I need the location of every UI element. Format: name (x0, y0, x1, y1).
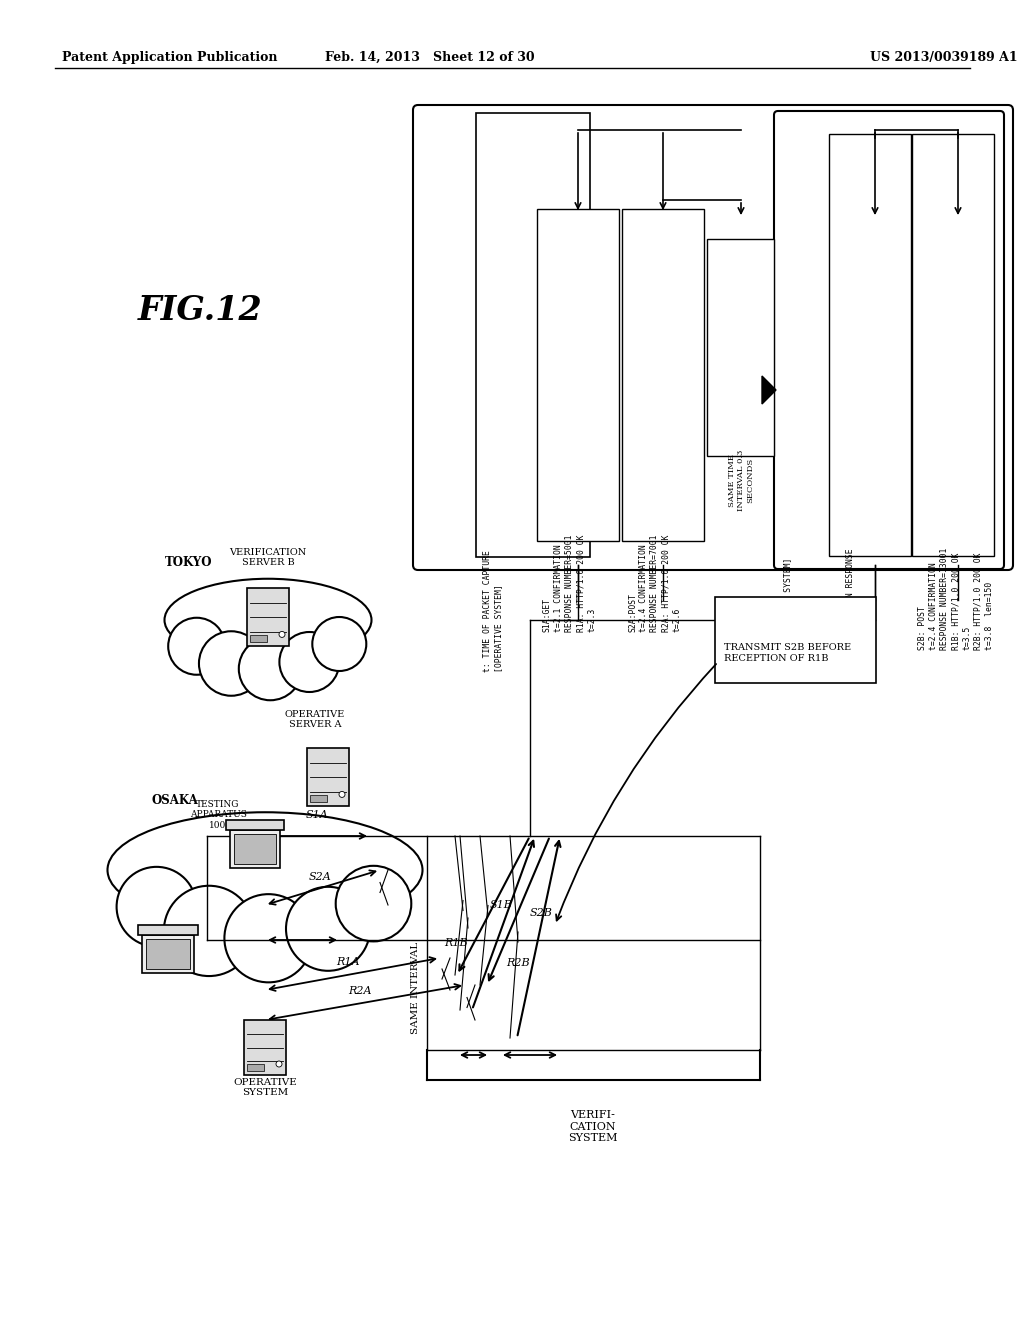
FancyBboxPatch shape (234, 834, 276, 865)
Ellipse shape (108, 812, 423, 928)
FancyBboxPatch shape (138, 925, 198, 935)
Circle shape (168, 618, 225, 675)
Text: OPERATIVE
SERVER A: OPERATIVE SERVER A (285, 710, 345, 730)
Circle shape (280, 632, 339, 692)
Circle shape (279, 631, 285, 638)
Circle shape (164, 886, 254, 975)
Circle shape (117, 867, 197, 946)
Text: FIG.12: FIG.12 (138, 293, 263, 326)
FancyBboxPatch shape (244, 1020, 286, 1074)
Text: [VERIFICATION SYSTEM]: [VERIFICATION SYSTEM] (783, 558, 792, 660)
Text: SAME TIME
INTERVAL 0.3
SECONDS: SAME TIME INTERVAL 0.3 SECONDS (728, 450, 755, 511)
Ellipse shape (165, 578, 372, 661)
FancyBboxPatch shape (912, 135, 994, 556)
FancyBboxPatch shape (476, 114, 590, 557)
FancyBboxPatch shape (307, 748, 349, 807)
FancyBboxPatch shape (537, 209, 618, 541)
FancyBboxPatch shape (247, 587, 289, 645)
Circle shape (276, 1061, 282, 1067)
FancyBboxPatch shape (250, 635, 267, 642)
FancyBboxPatch shape (707, 239, 774, 455)
Circle shape (286, 887, 370, 970)
Text: R2A: R2A (348, 986, 372, 997)
Circle shape (224, 894, 312, 982)
Text: TESTING
APPARATUS
100: TESTING APPARATUS 100 (189, 800, 247, 830)
Text: R1A: R1A (336, 957, 359, 968)
Circle shape (239, 638, 302, 700)
Text: t: TIME OF PACKET CAPTURE
[OPERATIVE SYSTEM]: t: TIME OF PACKET CAPTURE [OPERATIVE SYS… (483, 550, 503, 672)
FancyBboxPatch shape (146, 939, 190, 969)
FancyBboxPatch shape (774, 111, 1004, 569)
Text: S2B: POST
t=2.4 CONFIRMATION
RESPONSE NUMBER=13001
R1B: HTTP/1.0 200 OK
t=3.5
R2: S2B: POST t=2.4 CONFIRMATION RESPONSE NU… (918, 548, 993, 651)
FancyBboxPatch shape (829, 135, 911, 556)
FancyBboxPatch shape (230, 830, 280, 869)
FancyBboxPatch shape (622, 209, 705, 541)
Text: S2B: S2B (530, 908, 553, 917)
Text: Patent Application Publication: Patent Application Publication (62, 50, 278, 63)
Circle shape (339, 792, 345, 797)
Text: VERIFI-
CATION
SYSTEM: VERIFI- CATION SYSTEM (568, 1110, 617, 1143)
Circle shape (312, 616, 367, 671)
FancyBboxPatch shape (715, 597, 876, 682)
Text: S2A:POST
t=2.4 CONFIRMATION
RESPONSE NUMBER=7001
R2A: HTTP/1.0 200 OK
t=2.6: S2A:POST t=2.4 CONFIRMATION RESPONSE NUM… (628, 535, 681, 632)
Circle shape (336, 866, 412, 941)
Circle shape (199, 631, 263, 696)
FancyBboxPatch shape (226, 820, 284, 830)
FancyBboxPatch shape (247, 1064, 264, 1071)
Text: OPERATIVE
SYSTEM: OPERATIVE SYSTEM (233, 1078, 297, 1097)
Text: Feb. 14, 2013   Sheet 12 of 30: Feb. 14, 2013 Sheet 12 of 30 (326, 50, 535, 63)
Text: S2A: S2A (308, 873, 332, 882)
FancyArrow shape (762, 376, 776, 404)
Text: US 2013/0039189 A1: US 2013/0039189 A1 (870, 50, 1018, 63)
Text: R1B: R1B (444, 939, 468, 948)
Text: OSAKA: OSAKA (152, 793, 199, 807)
Text: VERIFICATION
SERVER B: VERIFICATION SERVER B (229, 548, 306, 568)
Text: S1A:GET
t=2.1 CONFIRMATION
RESPONSE NUMBER=5001
R1A: HTTP/1.0 200 OK
t=2.3: S1A:GET t=2.1 CONFIRMATION RESPONSE NUMB… (543, 535, 596, 632)
Text: TRANSMIT S2B BEFORE
RECEPTION OF R1B: TRANSMIT S2B BEFORE RECEPTION OF R1B (724, 643, 851, 663)
Text: S1A: S1A (305, 810, 329, 820)
Text: SAME INTERVAL: SAME INTERVAL (411, 942, 420, 1034)
FancyBboxPatch shape (413, 106, 1013, 570)
Text: TOKYO: TOKYO (165, 557, 213, 569)
Text: C: C (143, 945, 153, 956)
Text: S1B: GET
t=2.1 CONFIRMATION RESPONSE
NUMBER=11001: S1B: GET t=2.1 CONFIRMATION RESPONSE NUM… (835, 548, 866, 680)
FancyBboxPatch shape (310, 795, 327, 803)
FancyBboxPatch shape (142, 935, 194, 973)
Text: R2B: R2B (507, 958, 530, 968)
Text: S1B: S1B (490, 900, 513, 909)
